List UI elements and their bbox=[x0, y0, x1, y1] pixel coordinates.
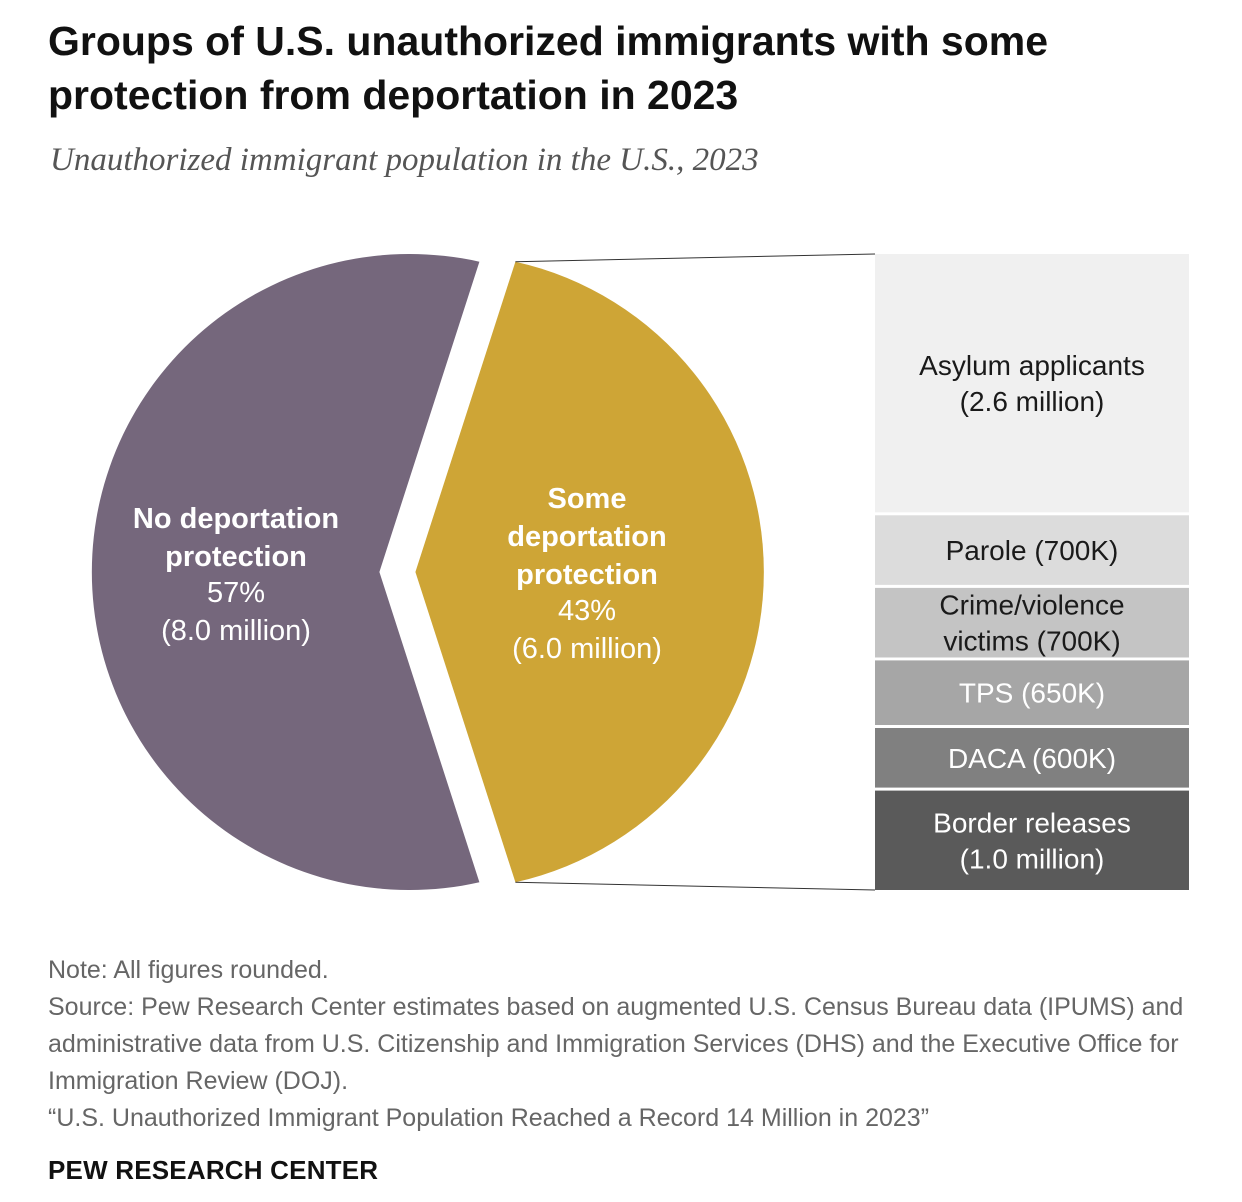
report-title-text: “U.S. Unauthorized Immigrant Population … bbox=[48, 1104, 930, 1132]
breakdown-segment-parole bbox=[875, 515, 1189, 585]
pie-slice-no-deportation-protection bbox=[91, 254, 480, 890]
connector-line-top bbox=[515, 253, 876, 263]
slice-some-protection-value: (6.0 million) bbox=[512, 633, 662, 665]
footer: Note: All figures rounded. Source: Pew R… bbox=[48, 952, 1208, 1137]
pie-slice-some-deportation-protection bbox=[415, 261, 764, 883]
breakdown-segment-crime-violence-victims-label: Crime/violence bbox=[939, 590, 1124, 621]
slice-some-protection-label-line: Some bbox=[548, 483, 627, 515]
note-text: Note: All figures rounded. bbox=[48, 956, 329, 984]
breakdown-segment-parole-label: Parole (700K) bbox=[946, 535, 1119, 566]
slice-no-protection-value: (8.0 million) bbox=[161, 615, 311, 647]
breakdown-segment-border-releases bbox=[875, 790, 1189, 890]
slice-no-protection-percent: 57% bbox=[207, 577, 265, 609]
slice-no-protection-label-line: No deportation bbox=[133, 503, 339, 535]
breakdown-segment-asylum-applicants bbox=[875, 254, 1189, 513]
chart-subtitle: Unauthorized immigrant population in the… bbox=[50, 142, 759, 178]
slice-some-protection-label-line: protection bbox=[516, 559, 658, 591]
breakdown-segment-crime-violence-victims bbox=[875, 587, 1189, 658]
brand-logo-text: PEW RESEARCH CENTER bbox=[48, 1155, 379, 1185]
breakdown-segment-tps-label: TPS (650K) bbox=[959, 678, 1105, 709]
chart-title: Groups of U.S. unauthorized immigrants w… bbox=[48, 18, 1049, 118]
breakdown-segment-border-releases-label: (1.0 million) bbox=[960, 843, 1105, 874]
pie-chart: No deportation protection 57% (8.0 million)… bbox=[91, 253, 1189, 891]
breakdown-segment-border-releases-label: Border releases bbox=[933, 807, 1131, 838]
breakdown-segment-asylum-applicants-label: Asylum applicants bbox=[919, 350, 1145, 381]
slice-no-protection-label-line: protection bbox=[165, 541, 307, 573]
source-text: Source: Pew Research Center estimates ba… bbox=[48, 993, 1184, 1095]
slice-some-protection-percent: 43% bbox=[558, 595, 616, 627]
breakdown-segment-asylum-applicants-label: (2.6 million) bbox=[960, 386, 1105, 417]
breakdown-segment-crime-violence-victims-label: victims (700K) bbox=[943, 626, 1120, 657]
breakdown-segment-tps bbox=[875, 660, 1189, 725]
slice-some-protection-label-line: deportation bbox=[507, 521, 667, 553]
connector-line-bottom bbox=[515, 881, 876, 891]
breakdown-segment-daca-label: DACA (600K) bbox=[948, 743, 1116, 774]
breakdown-segment-daca bbox=[875, 728, 1189, 788]
